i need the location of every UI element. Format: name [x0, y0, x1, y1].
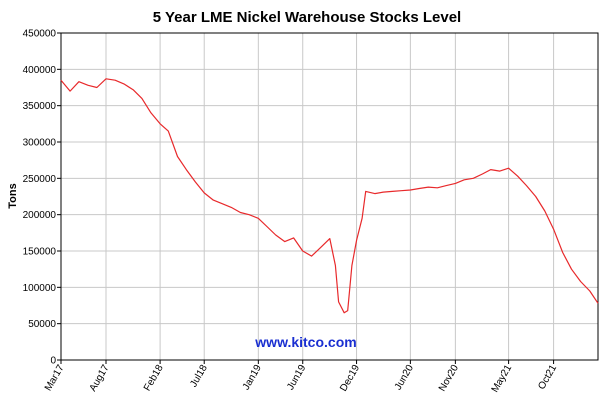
watermark: www.kitco.com	[254, 334, 356, 350]
chart-title: 5 Year LME Nickel Warehouse Stocks Level	[153, 9, 461, 26]
y-tick-label: 50000	[28, 319, 56, 330]
y-tick-label: 150000	[23, 247, 57, 258]
series-line	[60, 78, 599, 314]
y-tick-label: 450000	[23, 29, 57, 40]
y-tick-label: 0	[50, 356, 56, 367]
y-tick-label: 300000	[23, 138, 57, 149]
y-axis-label: Tons	[7, 183, 19, 208]
y-tick-label: 250000	[23, 174, 57, 185]
y-tick-label: 200000	[23, 210, 57, 221]
series-layer	[60, 78, 599, 314]
y-tick-label: 100000	[23, 283, 57, 294]
plot-frame	[60, 32, 599, 361]
y-tick-label: 350000	[23, 101, 57, 112]
y-axis-ticks: 0 50000 100000 150000 200000 250000 300000 3500…	[23, 29, 61, 367]
y-tick-label: 400000	[23, 65, 57, 76]
